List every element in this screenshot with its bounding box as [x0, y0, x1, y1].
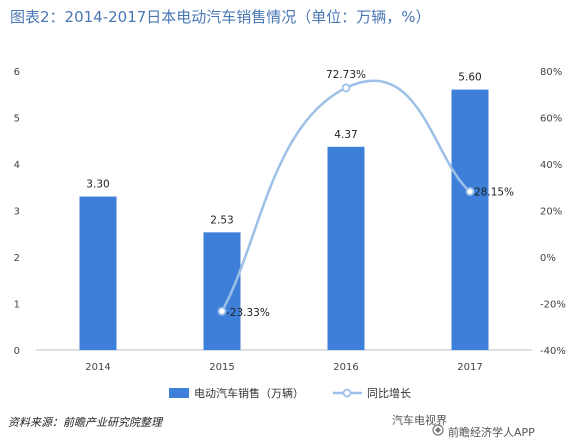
chart-title: 图表2：2014-2017日本电动汽车销售情况（单位：万辆，%） [10, 8, 431, 26]
y-left-tick-label: 6 [14, 67, 20, 78]
y-right-tick-label: -40% [540, 346, 566, 357]
x-tick-label: 2016 [333, 362, 358, 373]
y-left-tick-label: 3 [14, 207, 20, 218]
bar-2014 [79, 196, 117, 350]
y-right-tick-label: 0% [540, 253, 556, 264]
y-left-tick-label: 1 [14, 300, 20, 311]
bar-data-label: 2.53 [210, 214, 233, 226]
growth-data-label: -23.33% [226, 307, 270, 319]
y-right-tick-label: 60% [540, 114, 562, 125]
growth-data-label: 28.15% [474, 187, 514, 199]
legend-line-marker [342, 388, 352, 398]
x-tick-label: 2014 [85, 362, 110, 373]
bar-data-label: 5.60 [458, 72, 481, 84]
app-logo-icon [432, 424, 444, 436]
growth-point-2015 [217, 306, 227, 316]
legend-bar-swatch [169, 388, 189, 398]
watermark-app-name: 前瞻经济学人APP [448, 426, 535, 439]
y-left-tick-label: 2 [14, 253, 20, 264]
watermark-text: 汽车电视界 [392, 414, 447, 427]
growth-data-label: 72.73% [326, 69, 366, 81]
legend-line-label: 同比增长 [367, 386, 411, 400]
bar-data-label: 4.37 [334, 129, 357, 141]
y-left-tick-label: 0 [14, 346, 20, 357]
y-right-tick-label: 20% [540, 207, 562, 218]
x-tick-label: 2017 [457, 362, 482, 373]
legend-bar-label: 电动汽车销售（万辆） [194, 386, 304, 400]
bar-2015 [203, 232, 241, 350]
bar-2016 [327, 146, 365, 350]
y-right-tick-label: -20% [540, 300, 566, 311]
y-left-tick-label: 4 [14, 160, 20, 171]
y-right-tick-label: 80% [540, 67, 562, 78]
bar-data-label: 3.30 [86, 179, 109, 191]
y-left-tick-label: 5 [14, 114, 20, 125]
growth-point-2017 [465, 187, 475, 196]
bar-2017 [451, 89, 489, 350]
y-right-tick-label: 40% [540, 160, 562, 171]
source-note: 资料来源：前瞻产业研究院整理 [8, 416, 162, 429]
growth-point-2016 [341, 83, 351, 93]
x-tick-label: 2015 [209, 362, 234, 373]
